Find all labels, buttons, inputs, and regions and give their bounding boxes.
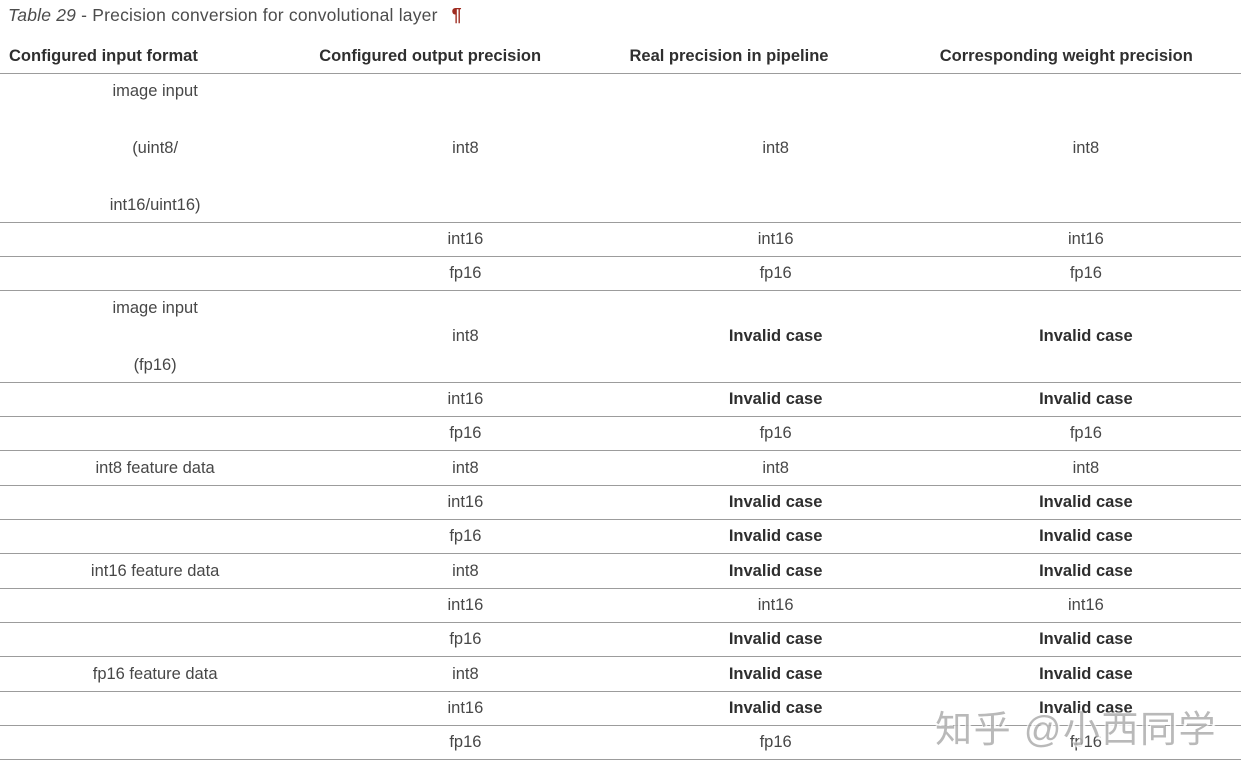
input-format-line: int16 feature data (90, 562, 220, 580)
table-row: image input (fp16) int8 Invalid case Invalid… (0, 290, 1241, 383)
precision-cell: Invalid case (930, 519, 1241, 554)
input-format-line: (uint8/ (132, 139, 179, 157)
input-format-cell (0, 416, 311, 451)
table-row: int16 int16 int16 (0, 588, 1241, 623)
precision-cell: int8 (930, 450, 1241, 486)
table-row: fp16 Invalid case Invalid case (0, 519, 1241, 554)
precision-cell: Invalid case (620, 485, 931, 520)
table-row: int8 feature data int8 int8 int8 (0, 450, 1241, 486)
precision-cell: int8 (310, 656, 621, 692)
precision-cell: int16 (620, 588, 931, 623)
precision-cell: Invalid case (620, 656, 931, 692)
precision-cell: Invalid case (930, 290, 1241, 383)
precision-cell: Invalid case (620, 622, 931, 657)
input-format-cell (0, 622, 311, 657)
col-header-weight-precision: Corresponding weight precision (930, 41, 1241, 74)
precision-cell: fp16 (930, 725, 1241, 760)
precision-cell: int8 (310, 290, 621, 383)
precision-cell: int16 (310, 485, 621, 520)
input-format-line: image input (112, 82, 198, 100)
precision-cell: int8 (620, 73, 931, 223)
input-format-line: (fp16) (133, 356, 177, 374)
table-row: fp16 fp16 fp16 (0, 256, 1241, 291)
input-format-cell (0, 588, 311, 623)
precision-cell: fp16 (620, 725, 931, 760)
pilcrow-anchor-icon[interactable]: ¶ (451, 5, 462, 25)
precision-cell: int8 (310, 553, 621, 589)
table-body: image input (uint8/int16/uint16) int8 int8 i… (0, 73, 1241, 760)
precision-conversion-table: Configured input format Configured outpu… (0, 41, 1241, 760)
input-format-cell: int16 feature data (0, 553, 311, 589)
table-row: fp16 fp16 fp16 (0, 725, 1241, 760)
table-row: int16 feature data int8 Invalid case Invali… (0, 553, 1241, 589)
precision-cell: Invalid case (930, 382, 1241, 417)
precision-cell: int16 (310, 382, 621, 417)
table-row: fp16 Invalid case Invalid case (0, 622, 1241, 657)
precision-cell: int8 (310, 73, 621, 223)
precision-cell: int16 (310, 588, 621, 623)
col-header-output-precision: Configured output precision (310, 41, 621, 74)
precision-cell: int16 (930, 588, 1241, 623)
input-format-cell (0, 519, 311, 554)
col-header-input-format: Configured input format (0, 41, 311, 74)
precision-cell: int16 (310, 222, 621, 257)
input-format-line: fp16 feature data (92, 665, 218, 683)
input-format-cell (0, 691, 311, 726)
input-format-cell: image input (uint8/int16/uint16) (0, 73, 311, 223)
precision-cell: Invalid case (620, 691, 931, 726)
table-header-row: Configured input format Configured outpu… (0, 41, 1241, 74)
table-row: int16 int16 int16 (0, 222, 1241, 257)
precision-cell: fp16 (930, 416, 1241, 451)
input-format-line: int16/uint16) (109, 196, 201, 214)
table-row: image input (uint8/int16/uint16) int8 int8 i… (0, 73, 1241, 223)
precision-cell: Invalid case (620, 519, 931, 554)
precision-cell: Invalid case (930, 553, 1241, 589)
precision-cell: int8 (620, 450, 931, 486)
table-row: int16 Invalid case Invalid case (0, 691, 1241, 726)
precision-cell: int16 (930, 222, 1241, 257)
precision-cell: Invalid case (930, 691, 1241, 726)
precision-cell: Invalid case (620, 553, 931, 589)
precision-cell: int8 (310, 450, 621, 486)
precision-cell: int8 (930, 73, 1241, 223)
input-format-cell: int8 feature data (0, 450, 311, 486)
precision-cell: fp16 (620, 256, 931, 291)
input-format-line: int8 feature data (95, 459, 215, 477)
col-header-pipeline-precision: Real precision in pipeline (620, 41, 931, 74)
input-format-cell (0, 222, 311, 257)
table-caption-text: - Precision conversion for convolutional… (76, 5, 438, 25)
table-caption: Table 29 - Precision conversion for conv… (8, 5, 462, 26)
precision-cell: Invalid case (930, 485, 1241, 520)
precision-cell: int16 (620, 222, 931, 257)
input-format-cell (0, 256, 311, 291)
table-row: int16 Invalid case Invalid case (0, 382, 1241, 417)
precision-cell: int16 (310, 691, 621, 726)
precision-cell: fp16 (310, 725, 621, 760)
input-format-cell: fp16 feature data (0, 656, 311, 692)
input-format-line: image input (112, 299, 198, 317)
input-format-cell (0, 485, 311, 520)
precision-cell: Invalid case (930, 622, 1241, 657)
input-format-cell (0, 725, 311, 760)
input-format-cell (0, 382, 311, 417)
precision-cell: fp16 (310, 519, 621, 554)
input-format-cell: image input (fp16) (0, 290, 311, 383)
precision-cell: fp16 (310, 256, 621, 291)
precision-cell: Invalid case (620, 382, 931, 417)
table-caption-number: Table 29 (8, 5, 77, 25)
precision-cell: Invalid case (620, 290, 931, 383)
precision-cell: fp16 (310, 622, 621, 657)
table-row: int16 Invalid case Invalid case (0, 485, 1241, 520)
precision-cell: fp16 (620, 416, 931, 451)
precision-cell: fp16 (310, 416, 621, 451)
table-row: fp16 feature data int8 Invalid case Invalid… (0, 656, 1241, 692)
precision-cell: Invalid case (930, 656, 1241, 692)
table-row: fp16 fp16 fp16 (0, 416, 1241, 451)
precision-cell: fp16 (930, 256, 1241, 291)
